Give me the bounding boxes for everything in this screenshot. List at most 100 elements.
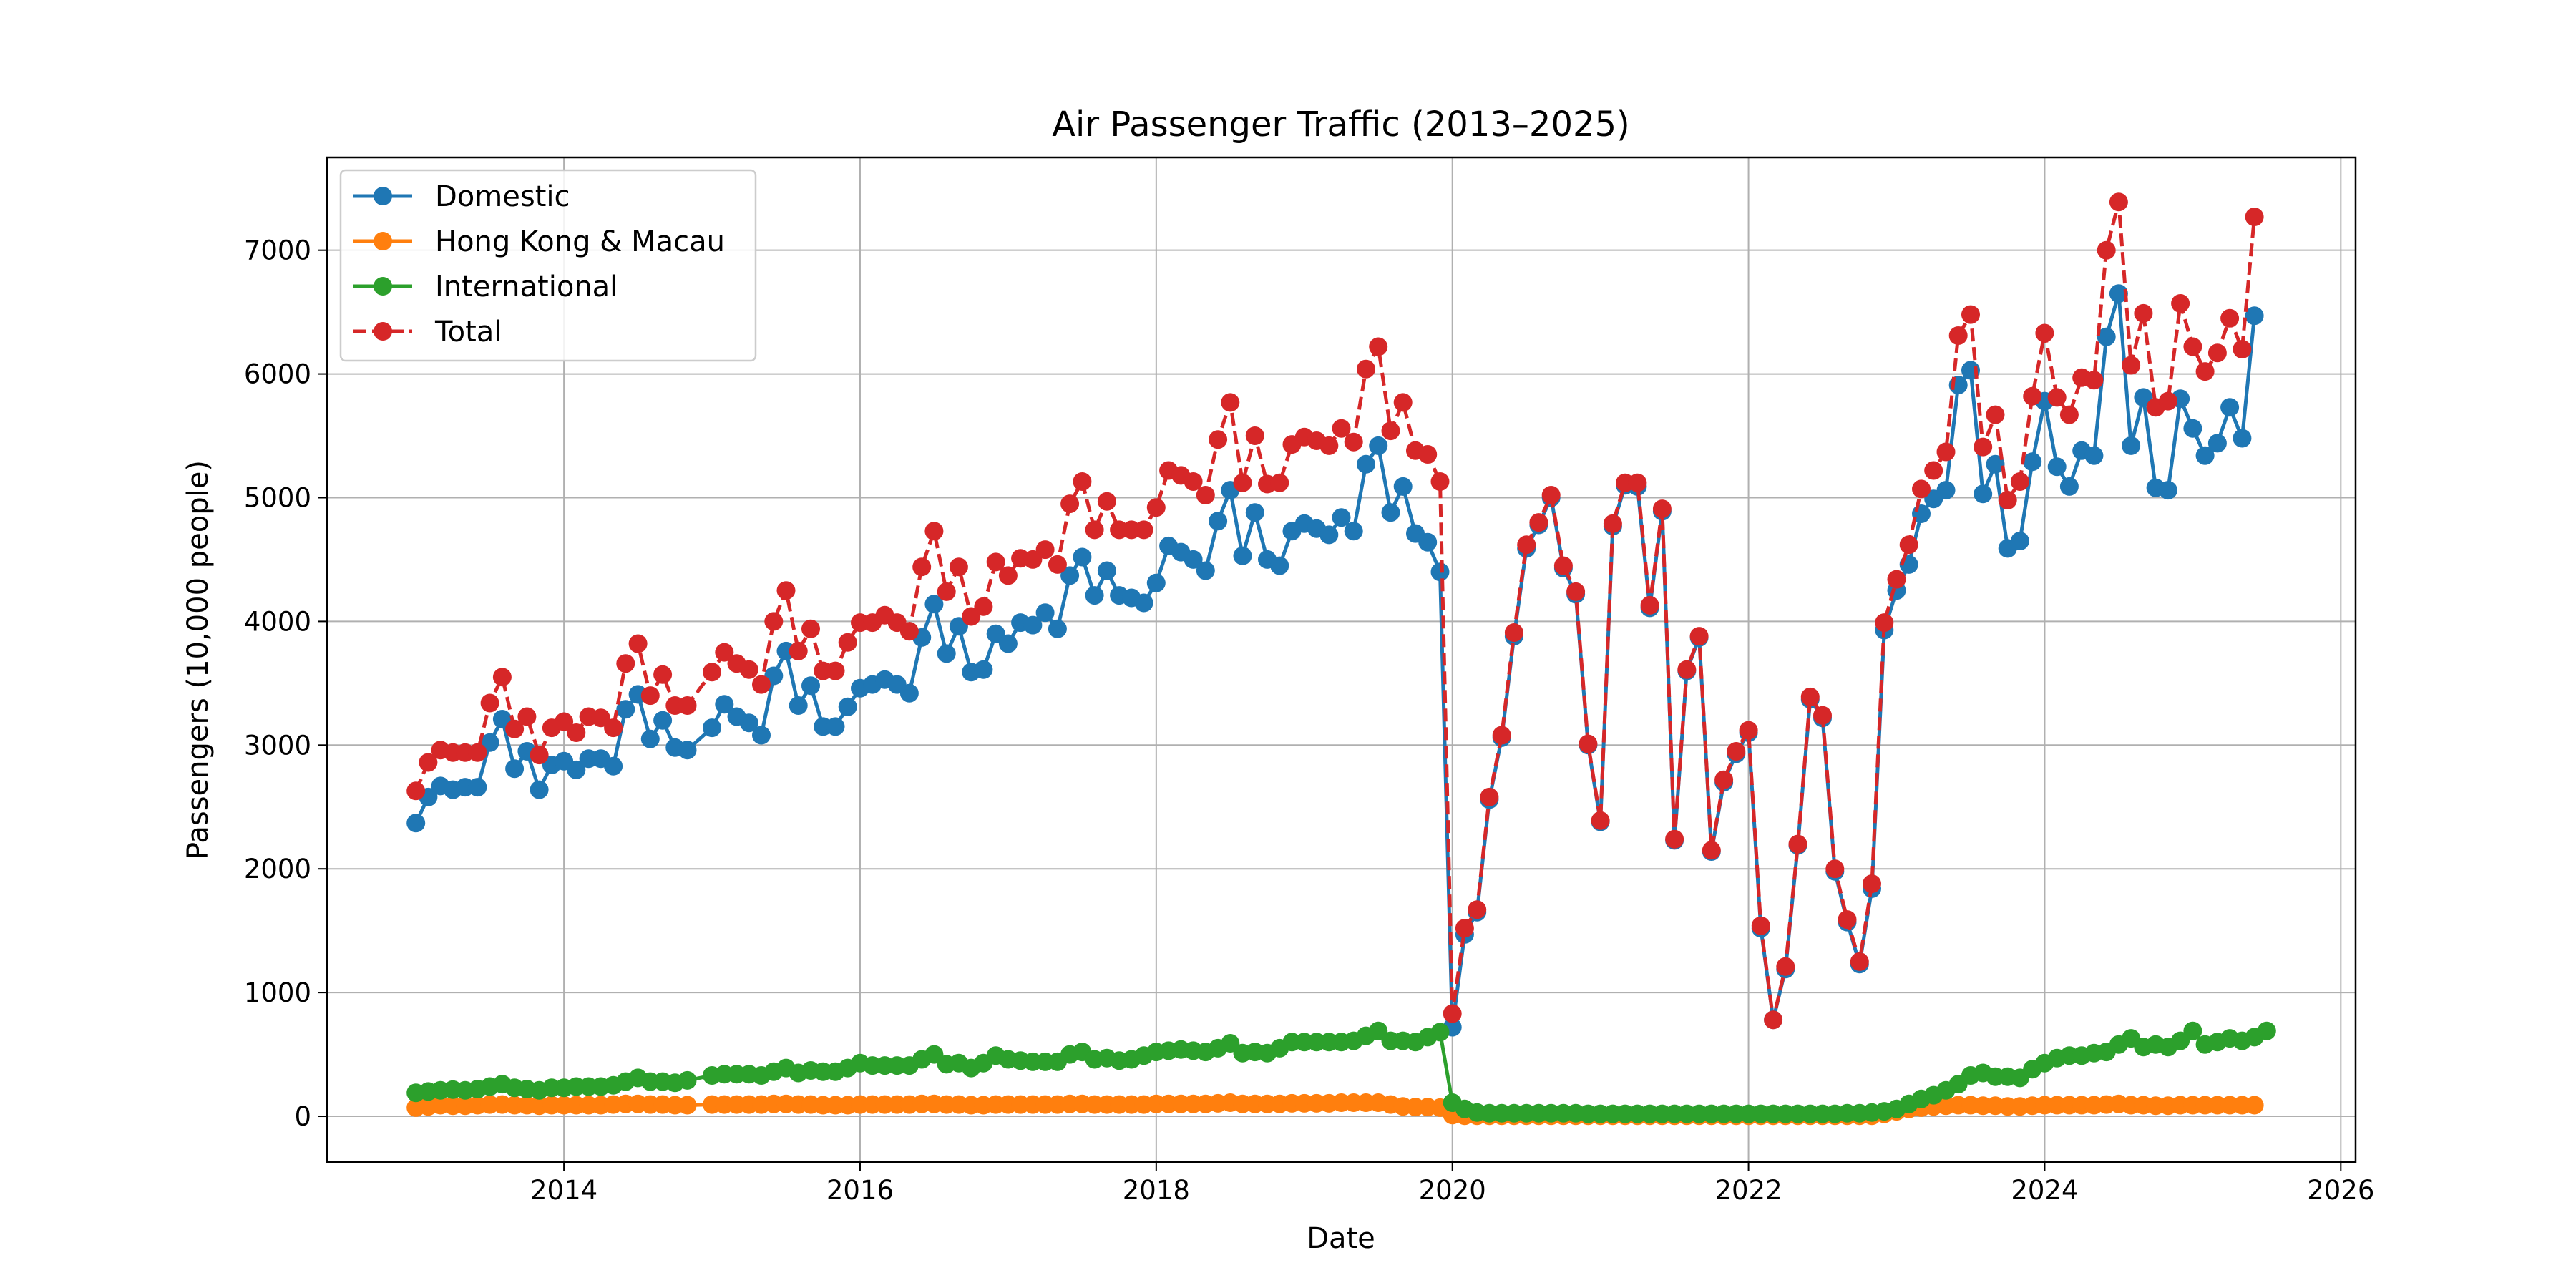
data-point-domestic [653,711,673,730]
data-point-domestic [1134,593,1153,613]
data-point-total [899,622,919,641]
data-point-total [480,693,499,713]
data-point-total [530,746,549,765]
data-point-total [801,619,820,638]
data-point-hong-kong-macau [2245,1096,2264,1115]
x-tick-label: 2024 [2011,1175,2078,1206]
legend-label-international: International [435,270,618,303]
y-tick-label: 7000 [244,235,311,266]
x-axis-label: Date [1307,1222,1375,1255]
data-point-domestic [1381,503,1400,522]
data-point-domestic [1146,573,1166,592]
data-point-domestic [1418,532,1438,552]
y-tick-label: 5000 [244,482,311,513]
legend-label-hong-kong-macau: Hong Kong & Macau [435,225,725,258]
data-point-domestic [678,741,697,760]
data-point-domestic [2207,434,2227,453]
data-point-total [1591,811,1610,830]
data-point-total [1184,472,1203,491]
data-point-domestic [2158,481,2177,500]
data-point-domestic [2010,532,2029,550]
data-point-total [505,719,525,738]
data-point-domestic [826,717,845,736]
data-point-total [986,552,1005,572]
data-point-domestic [406,814,426,833]
data-point-domestic [1048,619,1067,638]
data-point-total [1566,582,1586,601]
data-point-total [1727,742,1746,761]
data-point-domestic [752,726,771,745]
data-point-domestic [1085,586,1104,605]
data-point-total [2097,240,2116,260]
data-point-total [1221,393,1240,412]
data-point-total [2245,208,2264,226]
data-point-total [937,582,956,601]
data-point-total [591,708,610,728]
data-point-domestic [2233,429,2252,448]
data-point-domestic [505,759,525,779]
data-point-total [678,696,697,715]
data-point-domestic [715,695,734,714]
data-point-total [924,522,944,541]
data-point-domestic [468,778,487,797]
data-point-total [1813,706,1832,725]
data-point-total [1209,430,1228,449]
data-point-domestic [1986,454,2005,474]
data-point-domestic [2195,446,2215,465]
data-point-domestic [998,634,1018,653]
data-point-total [1146,498,1166,517]
data-point-domestic [1035,603,1055,623]
data-point-total [1073,472,1092,491]
data-point-total [1196,486,1215,504]
data-point-domestic [1430,562,1450,582]
data-point-domestic [1357,454,1375,474]
data-point-total [1468,900,1487,919]
data-point-domestic [2134,388,2153,407]
data-point-total [1332,419,1351,438]
data-point-domestic [1060,566,1080,585]
data-point-total [1085,520,1104,540]
series-total [406,192,2264,1030]
data-point-total [1998,491,2017,509]
data-point-international [2171,1031,2190,1050]
data-point-total [1677,660,1697,679]
data-point-domestic [2097,327,2116,346]
legend-marker-international [374,277,392,296]
data-point-total [2010,472,2029,491]
series-layer [406,192,2276,1126]
x-tick-label: 2016 [826,1175,894,1206]
data-point-domestic [1209,512,1228,531]
data-point-total [1035,540,1055,560]
x-tick-label: 2026 [2307,1175,2374,1206]
data-point-domestic [1245,503,1264,522]
data-point-domestic [739,713,758,733]
data-point-domestic [1319,525,1339,545]
data-point-domestic [924,595,944,614]
data-point-total [1418,445,1438,464]
y-tick-label: 1000 [244,977,311,1008]
data-point-total [1369,337,1388,356]
data-point-total [1776,957,1795,976]
data-point-domestic [2023,452,2042,472]
data-point-total [789,641,808,660]
data-point-international [924,1045,944,1064]
data-point-total [998,566,1018,585]
data-point-total [752,675,771,694]
data-point-total [1603,514,1622,533]
data-point-domestic [530,780,549,799]
data-point-total [1764,1010,1783,1030]
legend-label-domestic: Domestic [435,180,570,213]
data-point-domestic [1196,561,1215,580]
data-point-domestic [2059,477,2079,496]
data-point-total [1640,595,1659,615]
data-point-total [764,612,784,631]
y-tick-label: 6000 [244,359,311,390]
data-point-total [2084,371,2104,390]
data-point-domestic [2122,436,2141,455]
data-point-international [678,1070,697,1090]
data-point-total [1480,787,1499,806]
data-point-total [2122,356,2141,375]
data-point-total [2047,388,2067,407]
data-point-domestic [1344,522,1363,541]
data-point-total [1800,687,1820,706]
